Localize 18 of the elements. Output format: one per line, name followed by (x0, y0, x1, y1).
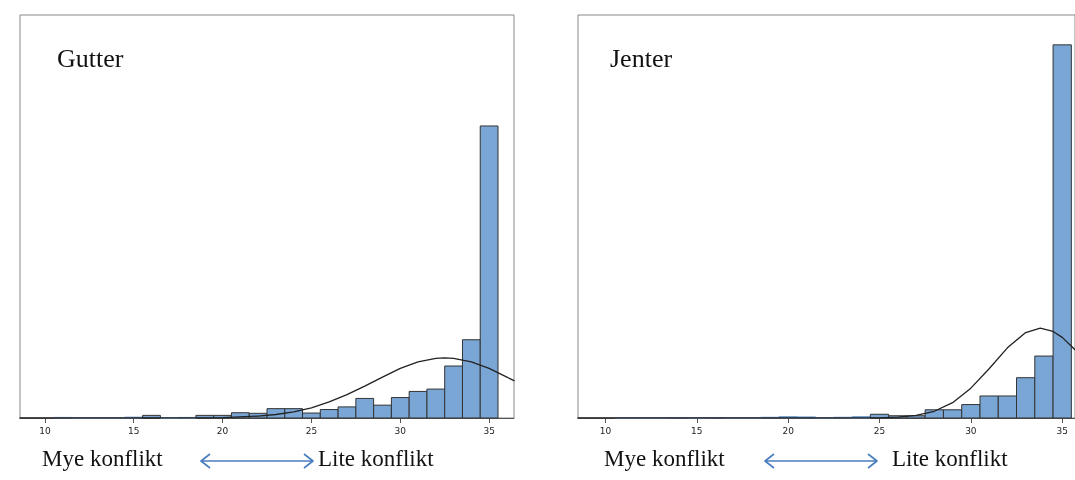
chart-title: Jenter (610, 43, 673, 73)
x-tick-label: 30 (965, 425, 977, 436)
text: Mye konflikt (42, 446, 163, 472)
x-tick-label: 20 (216, 425, 229, 436)
x-tick-label: 10 (39, 425, 51, 436)
x-tick-label: 15 (128, 425, 140, 436)
text: Lite konflikt (318, 446, 434, 472)
text: Mye konflikt (604, 446, 725, 472)
x-tick-label: 10 (599, 425, 612, 436)
x-tick-label: 25 (873, 425, 886, 436)
x-tick-label: 15 (691, 425, 703, 436)
x-tick-label: 35 (1056, 425, 1068, 436)
x-tick-label: 30 (394, 425, 407, 436)
x-tick-label: 25 (305, 425, 318, 436)
x-tick-label: 20 (782, 425, 795, 436)
x-tick-label: 35 (483, 425, 495, 436)
chart-title: Gutter (57, 43, 124, 73)
text: Lite konflikt (892, 446, 1008, 472)
